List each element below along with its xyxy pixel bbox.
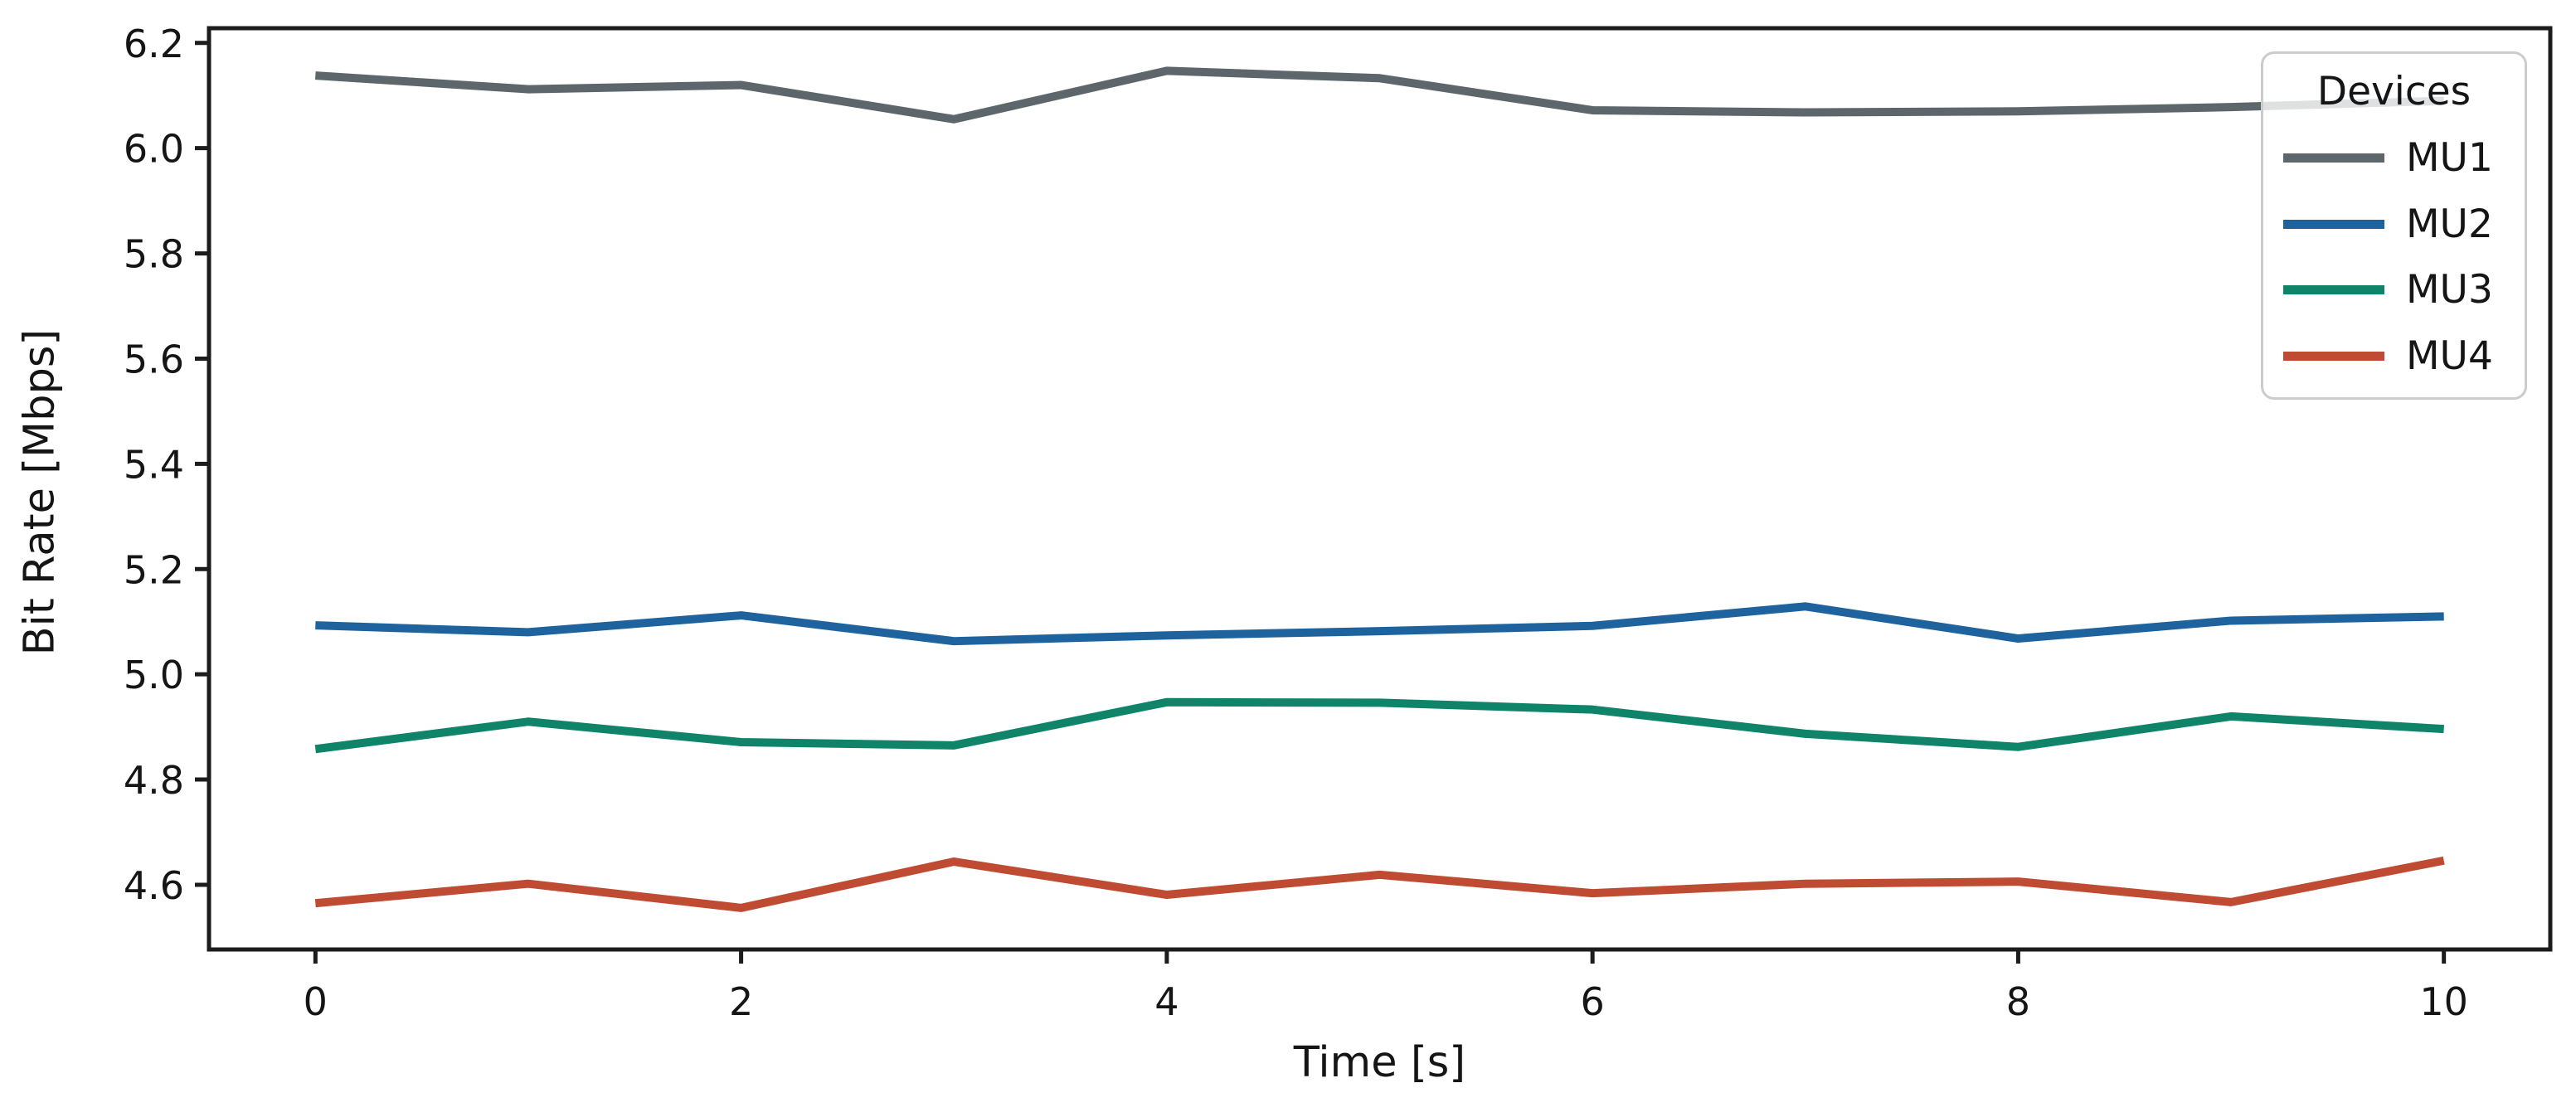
legend-swatch-mu2	[2283, 219, 2384, 229]
line-mu4	[314, 856, 2445, 912]
legend: Devices MU1 MU2 MU3 MU4	[2261, 51, 2527, 400]
legend-entry-mu2: MU2	[2283, 191, 2505, 257]
plot-frame	[207, 26, 2553, 952]
line-mu2	[315, 602, 2444, 646]
x-axis-tick-label: 2	[729, 979, 753, 1024]
legend-entry-mu3: MU3	[2283, 257, 2505, 323]
y-axis-tick-label: 5.6	[124, 337, 184, 381]
legend-entry-mu4: MU4	[2283, 323, 2505, 389]
legend-label-mu2: MU2	[2406, 201, 2493, 247]
x-axis-label: Time [s]	[1293, 1038, 1466, 1087]
legend-label-mu1: MU1	[2406, 134, 2493, 181]
y-axis-tick-label: 6.0	[124, 127, 184, 172]
y-axis-tick-label: 6.2	[124, 22, 184, 66]
y-axis-label: Bit Rate [Mbps]	[15, 328, 65, 656]
legend-label-mu3: MU3	[2406, 267, 2493, 313]
legend-swatch-mu3	[2283, 285, 2384, 295]
x-axis-tick-label: 8	[2006, 979, 2030, 1024]
legend-label-mu4: MU4	[2406, 333, 2493, 379]
y-axis-tick-label: 5.4	[124, 442, 184, 487]
legend-entry-mu1: MU1	[2283, 125, 2505, 192]
line-mu1	[314, 66, 2444, 124]
x-axis-tick-label: 10	[2419, 979, 2468, 1024]
x-axis-tick-label: 6	[1580, 979, 1604, 1024]
legend-swatch-mu1	[2283, 153, 2384, 163]
y-axis-tick-label: 5.2	[124, 547, 184, 592]
legend-swatch-mu4	[2283, 351, 2384, 361]
line-mu3	[314, 697, 2444, 754]
y-axis-tick-label: 5.8	[124, 232, 184, 277]
legend-title: Devices	[2316, 69, 2472, 114]
y-axis-tick-label: 5.0	[124, 653, 184, 697]
x-axis-tick-label: 4	[1154, 979, 1179, 1024]
y-axis-tick-label: 4.6	[124, 863, 184, 908]
x-axis-tick-label: 0	[304, 979, 328, 1024]
y-axis-tick-label: 4.8	[124, 758, 184, 803]
